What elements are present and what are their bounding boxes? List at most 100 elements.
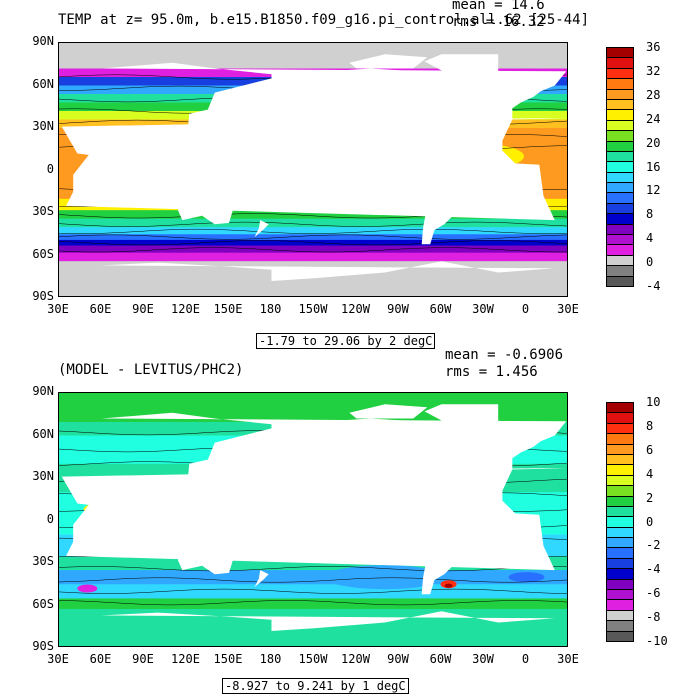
x-tick-label: 120E	[171, 652, 200, 666]
colorbar-label: 16	[646, 159, 661, 174]
contour-line	[59, 600, 567, 606]
land-mass	[151, 513, 229, 535]
difference-map	[58, 392, 568, 647]
y-tick-label: 30S	[32, 554, 54, 568]
difference-panel: (MODEL - LEVITUS/PHC2) mean = -0.6906 rm…	[0, 345, 700, 700]
x-tick-label: 150E	[213, 302, 243, 316]
temperature-band	[59, 239, 567, 247]
land-mass	[349, 54, 428, 69]
anomaly-blob	[324, 565, 445, 590]
mean-value: mean = -0.6906	[445, 347, 564, 363]
colorbar-label: 4	[646, 231, 654, 246]
colorbar-label: -8	[646, 610, 661, 625]
x-tick-label: 120W	[341, 652, 370, 666]
land-mass	[288, 418, 449, 510]
colorbar-label: 24	[646, 111, 661, 126]
land-mass	[512, 438, 530, 450]
colorbar-label: -10	[646, 634, 668, 648]
y-tick-label: 90N	[32, 384, 54, 398]
colorbar-label: 28	[646, 87, 661, 102]
y-tick-label: 60N	[32, 426, 54, 441]
y-tick-label: 90S	[32, 289, 54, 303]
range-label: -1.79 to 29.06 by 2 degC	[256, 333, 436, 349]
x-tick-label: 90W	[387, 302, 409, 316]
colorbar-label: -4	[646, 279, 661, 293]
temperature-band	[59, 570, 567, 585]
temperature-map	[58, 42, 568, 297]
x-tick-label: 180	[259, 302, 282, 316]
y-tick-label: 60S	[32, 596, 54, 611]
x-tick-label: 30E	[557, 302, 579, 316]
temperature-band	[59, 227, 567, 235]
x-tick-label: 150W	[298, 302, 328, 316]
land-mass	[411, 506, 477, 595]
contour-line	[59, 247, 567, 253]
x-tick-label: 150E	[213, 652, 243, 666]
anomaly-blob	[444, 583, 453, 588]
mean-value: mean = 14.6	[452, 0, 545, 13]
x-tick-label: 30W	[472, 302, 494, 316]
land-mass	[424, 54, 499, 86]
land-mass	[411, 156, 477, 245]
colorbar-label: 36	[646, 40, 661, 54]
x-tick-label: 180	[259, 652, 282, 666]
range-label: -8.927 to 9.241 by 1 degC	[222, 678, 409, 694]
colorbar-label: 0	[646, 255, 654, 270]
land-mass	[64, 412, 567, 520]
colorbar-label: 8	[646, 418, 654, 433]
temperature-band	[59, 218, 567, 228]
x-tick-label: 60W	[429, 302, 452, 316]
land-mass	[424, 404, 499, 436]
land-mass	[151, 163, 229, 185]
x-tick-label: 120W	[341, 302, 370, 316]
colorbar-label: 32	[646, 63, 661, 78]
temperature-panel: TEMP at z= 95.0m, b.e15.B1850.f09_g16.pi…	[0, 0, 700, 349]
land-mass	[64, 62, 567, 170]
colorbar-label: 6	[646, 442, 654, 457]
temperature-band	[59, 252, 567, 262]
land-mass	[178, 536, 234, 575]
colorbar-label: 0	[646, 514, 654, 529]
contour-line	[59, 577, 567, 583]
contour-line	[59, 228, 567, 234]
land-mass	[254, 220, 269, 238]
x-tick-label: 30E	[47, 302, 69, 316]
colorbar-label: 10	[646, 395, 661, 409]
colorbar-label: 4	[646, 466, 654, 481]
x-tick-label: 90E	[132, 652, 154, 666]
anomaly-blob	[508, 572, 545, 583]
land-mass	[78, 538, 88, 556]
x-tick-label: 30W	[472, 652, 494, 666]
contour-line	[59, 240, 567, 246]
contour-line	[59, 588, 567, 594]
x-tick-label: 60E	[89, 302, 112, 316]
y-tick-label: 30S	[32, 204, 54, 218]
land-mass	[78, 188, 88, 206]
colorbar-swatch	[606, 630, 634, 642]
land-mass	[101, 611, 555, 646]
y-tick-label: 90S	[32, 639, 54, 653]
temperature-band	[59, 584, 567, 600]
land-mass	[200, 456, 218, 477]
colorbar-label: 2	[646, 490, 654, 505]
x-tick-label: 0	[521, 302, 530, 316]
land-mass	[254, 570, 269, 588]
colorbar-swatch	[606, 275, 634, 287]
land-mass	[178, 186, 234, 225]
colorbar-label: 8	[646, 207, 654, 222]
x-tick-label: 60E	[89, 652, 112, 666]
panel-title: (MODEL - LEVITUS/PHC2)	[58, 362, 244, 378]
colorbar: 10 8 6 4 2 0 -2 -4 -6 -8 -10	[606, 395, 668, 648]
temperature-band	[59, 261, 567, 296]
x-tick-label: 120E	[171, 302, 200, 316]
colorbar-label: 20	[646, 135, 661, 150]
land-mass	[101, 261, 555, 296]
x-tick-label: 30E	[47, 652, 69, 666]
y-tick-label: 0	[46, 161, 54, 176]
temperature-band	[59, 210, 567, 220]
colorbar-label: 12	[646, 183, 661, 198]
x-tick-label: 150W	[298, 652, 328, 666]
contour-line	[59, 221, 567, 227]
y-tick-label: 30N	[32, 469, 54, 483]
x-tick-label: 60W	[429, 652, 452, 666]
